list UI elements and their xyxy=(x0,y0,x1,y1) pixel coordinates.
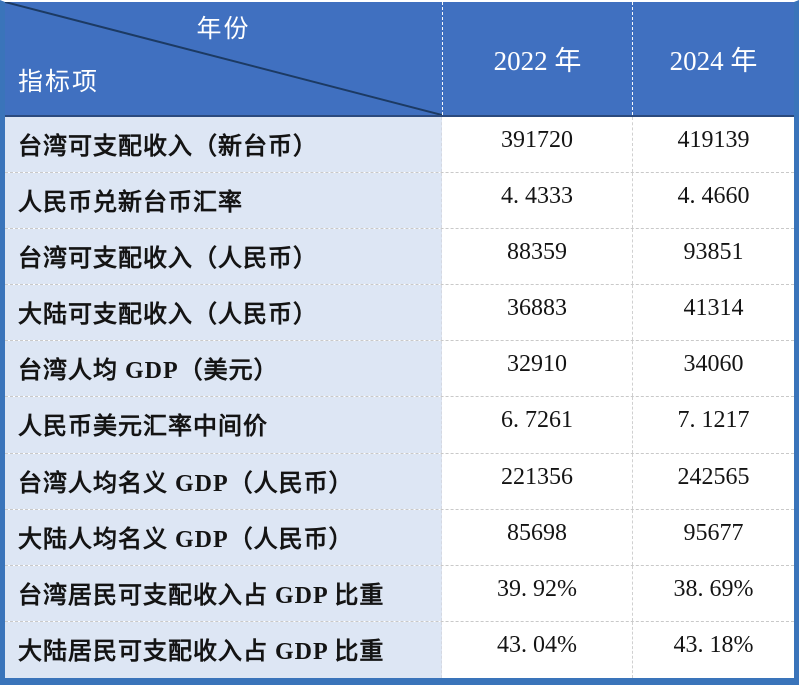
value-2024: 93851 xyxy=(632,229,794,285)
table-row: 台湾可支配收入（人民币） 88359 93851 xyxy=(5,229,794,286)
row-label: 台湾可支配收入（人民币） xyxy=(5,229,442,285)
value-2024: 43. 18% xyxy=(632,621,794,678)
column-header-2024: 2024 年 xyxy=(632,2,794,115)
diagonal-corner-cell: 年份 指标项 xyxy=(5,2,442,115)
table-row: 人民币兑新台币汇率 4. 4333 4. 4660 xyxy=(5,173,794,230)
value-2022: 4. 4333 xyxy=(442,173,632,229)
table-row: 台湾人均 GDP（美元） 32910 34060 xyxy=(5,341,794,398)
row-label: 台湾可支配收入（新台币） xyxy=(5,117,442,173)
value-2022: 85698 xyxy=(442,509,632,565)
table-row: 大陆居民可支配收入占 GDP 比重 43. 04% 43. 18% xyxy=(5,621,794,678)
row-label: 大陆居民可支配收入占 GDP 比重 xyxy=(5,621,442,678)
row-label: 大陆可支配收入（人民币） xyxy=(5,285,442,341)
corner-indicator-axis-label: 指标项 xyxy=(18,69,100,96)
value-2024: 242565 xyxy=(632,453,794,509)
corner-year-axis-label: 年份 xyxy=(196,16,251,43)
value-2024: 7. 1217 xyxy=(632,397,794,453)
value-2022: 43. 04% xyxy=(442,621,632,678)
value-2022: 36883 xyxy=(442,285,632,341)
value-2022: 391720 xyxy=(442,117,632,173)
value-2024: 419139 xyxy=(632,117,794,173)
value-2024: 34060 xyxy=(632,341,794,397)
table-bottom-border xyxy=(5,678,794,685)
table-row: 台湾居民可支配收入占 GDP 比重 39. 92% 38. 69% xyxy=(5,565,794,622)
value-2022: 39. 92% xyxy=(442,565,632,621)
value-2024: 41314 xyxy=(632,285,794,341)
row-label: 台湾居民可支配收入占 GDP 比重 xyxy=(5,565,442,621)
table-row: 大陆可支配收入（人民币） 36883 41314 xyxy=(5,285,794,342)
table-row: 人民币美元汇率中间价 6. 7261 7. 1217 xyxy=(5,397,794,454)
table-header-row: 年份 指标项 2022 年 2024 年 xyxy=(5,2,794,117)
value-2022: 6. 7261 xyxy=(442,397,632,453)
table-row: 台湾人均名义 GDP（人民币） 221356 242565 xyxy=(5,453,794,510)
row-label: 人民币兑新台币汇率 xyxy=(5,173,442,229)
table-row: 大陆人均名义 GDP（人民币） 85698 95677 xyxy=(5,509,794,566)
row-label: 人民币美元汇率中间价 xyxy=(5,397,442,453)
column-header-2022: 2022 年 xyxy=(442,2,632,115)
row-label: 台湾人均 GDP（美元） xyxy=(5,341,442,397)
table-body: 台湾可支配收入（新台币） 391720 419139 人民币兑新台币汇率 4. … xyxy=(5,117,794,678)
value-2024: 4. 4660 xyxy=(632,173,794,229)
row-label: 台湾人均名义 GDP（人民币） xyxy=(5,453,442,509)
diagonal-divider-line xyxy=(5,2,442,115)
row-label: 大陆人均名义 GDP（人民币） xyxy=(5,509,442,565)
value-2024: 95677 xyxy=(632,509,794,565)
value-2022: 88359 xyxy=(442,229,632,285)
table-row: 台湾可支配收入（新台币） 391720 419139 xyxy=(5,117,794,174)
value-2022: 221356 xyxy=(442,453,632,509)
value-2024: 38. 69% xyxy=(632,565,794,621)
value-2022: 32910 xyxy=(442,341,632,397)
